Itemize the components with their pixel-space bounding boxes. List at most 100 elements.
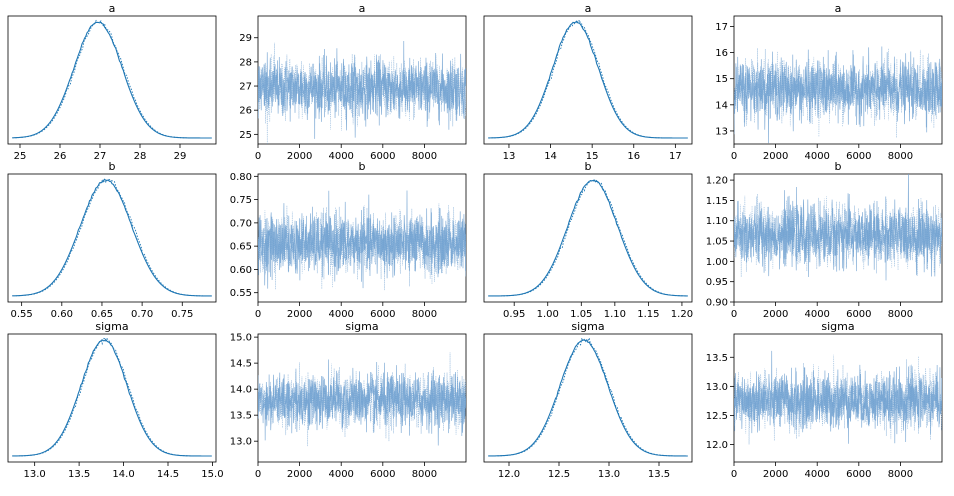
y-tick-label: 0.70	[230, 218, 252, 229]
density-line-chain-1	[488, 20, 688, 139]
trace-line-chain-2	[258, 42, 466, 144]
density-line-chain-1	[12, 338, 212, 457]
subplot-10: sigma 0 2000 4000 6000 8000 13.0 13.5 14.0 14.5 15…	[230, 320, 467, 480]
subplot-9: sigma 13.0 13.5 14.0 14.5 15.0	[7, 320, 224, 480]
y-tick-label: 26	[239, 106, 252, 117]
density-line-chain-2	[491, 18, 687, 139]
x-tick-label: 8000	[888, 309, 913, 320]
x-tick-label: 14	[544, 151, 557, 162]
axes-frame	[483, 15, 693, 145]
x-tick-label: 29	[174, 151, 187, 162]
x-tick-label: 0.60	[51, 309, 73, 320]
x-tick-label: 8000	[888, 151, 913, 162]
y-tick-label: 0.80	[230, 172, 252, 183]
y-tick-label: 1.00	[706, 257, 728, 268]
trace-line-chain-2	[734, 354, 942, 445]
subplot-title: a	[109, 2, 116, 15]
x-tick-label: 8000	[888, 469, 913, 480]
y-tick-label: 1.15	[706, 196, 728, 207]
axes-frame	[7, 333, 217, 463]
y-tick-label: 13	[715, 126, 728, 137]
x-tick-label: 0	[731, 469, 737, 480]
subplot-5: b 0.55 0.60 0.65 0.70 0.75	[7, 160, 217, 320]
x-tick-label: 2000	[763, 469, 788, 480]
axes-frame	[483, 173, 693, 303]
subplot-8: b 0 2000 4000 6000 8000 0.90 0.95 1.00 1.05 1.10 1.…	[706, 160, 943, 320]
y-tick-label: 0.65	[230, 242, 252, 253]
x-tick-label: 0	[255, 151, 261, 162]
density-line-chain-2	[491, 179, 688, 297]
subplot-title: a	[359, 2, 366, 15]
x-tick-label: 25	[14, 151, 27, 162]
axes-frame	[483, 333, 693, 463]
y-tick-label: 16	[715, 48, 728, 59]
trace-line-chain-2	[258, 203, 466, 291]
x-tick-label: 26	[54, 151, 67, 162]
subplot-11: sigma 12.0 12.5 13.0 13.5	[483, 320, 693, 480]
x-tick-label: 4000	[328, 469, 353, 480]
axes-frame	[7, 173, 217, 303]
subplot-title: a	[835, 2, 842, 15]
y-tick-label: 1.10	[706, 216, 728, 227]
y-tick-label: 12.5	[706, 411, 728, 422]
y-tick-label: 29	[239, 33, 252, 44]
y-tick-label: 15	[715, 74, 728, 85]
x-tick-label: 1.05	[570, 309, 592, 320]
y-tick-label: 13.0	[230, 437, 252, 448]
subplot-7: b 0.95 1.00 1.05 1.10 1.15 1.20	[483, 160, 693, 320]
trace-line-chain-1	[734, 174, 942, 281]
y-tick-label: 17	[715, 22, 728, 33]
x-tick-label: 4000	[804, 309, 829, 320]
y-tick-label: 1.05	[706, 237, 728, 248]
x-tick-label: 6000	[846, 151, 871, 162]
density-line-chain-2	[15, 19, 211, 139]
x-tick-label: 12.0	[498, 469, 520, 480]
x-tick-label: 13.0	[598, 469, 620, 480]
x-tick-label: 1.15	[637, 309, 659, 320]
y-tick-label: 0.95	[706, 277, 728, 288]
y-tick-label: 13.0	[706, 382, 728, 393]
x-tick-label: 0.95	[503, 309, 525, 320]
x-tick-label: 27	[94, 151, 107, 162]
axes-frame	[7, 15, 217, 145]
y-tick-label: 0.75	[230, 195, 252, 206]
x-tick-label: 6000	[846, 309, 871, 320]
x-tick-label: 13.0	[24, 469, 46, 480]
subplot-2: a 0 2000 4000 6000 8000 25 26 27 28 29	[239, 2, 467, 162]
x-tick-label: 1.20	[671, 309, 693, 320]
x-tick-label: 28	[134, 151, 147, 162]
y-tick-label: 0.60	[230, 265, 252, 276]
y-tick-label: 27	[239, 82, 252, 93]
subplot-6: b 0 2000 4000 6000 8000 0.55 0.60 0.65 0.70 0.75 0.…	[230, 160, 467, 320]
x-tick-label: 0.65	[91, 309, 113, 320]
x-tick-label: 14.0	[112, 469, 134, 480]
subplot-title: b	[109, 160, 116, 173]
density-line-chain-2	[15, 179, 212, 297]
subplot-title: sigma	[571, 320, 604, 333]
trace-line-chain-2	[258, 352, 466, 447]
x-tick-label: 6000	[846, 469, 871, 480]
density-line-chain-1	[12, 21, 212, 139]
x-tick-label: 1.00	[537, 309, 559, 320]
density-line-chain-1	[12, 178, 212, 297]
trace-line-chain-2	[734, 193, 942, 278]
x-tick-label: 6000	[370, 309, 395, 320]
subplot-4: a 0 2000 4000 6000 8000 13 14 15 16 17	[715, 2, 943, 162]
x-tick-label: 0.75	[171, 309, 193, 320]
x-tick-label: 4000	[328, 151, 353, 162]
density-line-chain-1	[488, 179, 688, 297]
x-tick-label: 0	[255, 309, 261, 320]
y-tick-label: 25	[239, 130, 252, 141]
x-tick-label: 0	[731, 309, 737, 320]
x-tick-label: 4000	[804, 151, 829, 162]
x-tick-label: 17	[669, 151, 682, 162]
x-tick-label: 16	[627, 151, 640, 162]
trace-line-chain-1	[734, 46, 942, 144]
x-tick-label: 2000	[763, 151, 788, 162]
x-tick-label: 8000	[412, 151, 437, 162]
x-tick-label: 13.5	[648, 469, 670, 480]
x-tick-label: 1.10	[604, 309, 626, 320]
x-tick-label: 0	[255, 469, 261, 480]
